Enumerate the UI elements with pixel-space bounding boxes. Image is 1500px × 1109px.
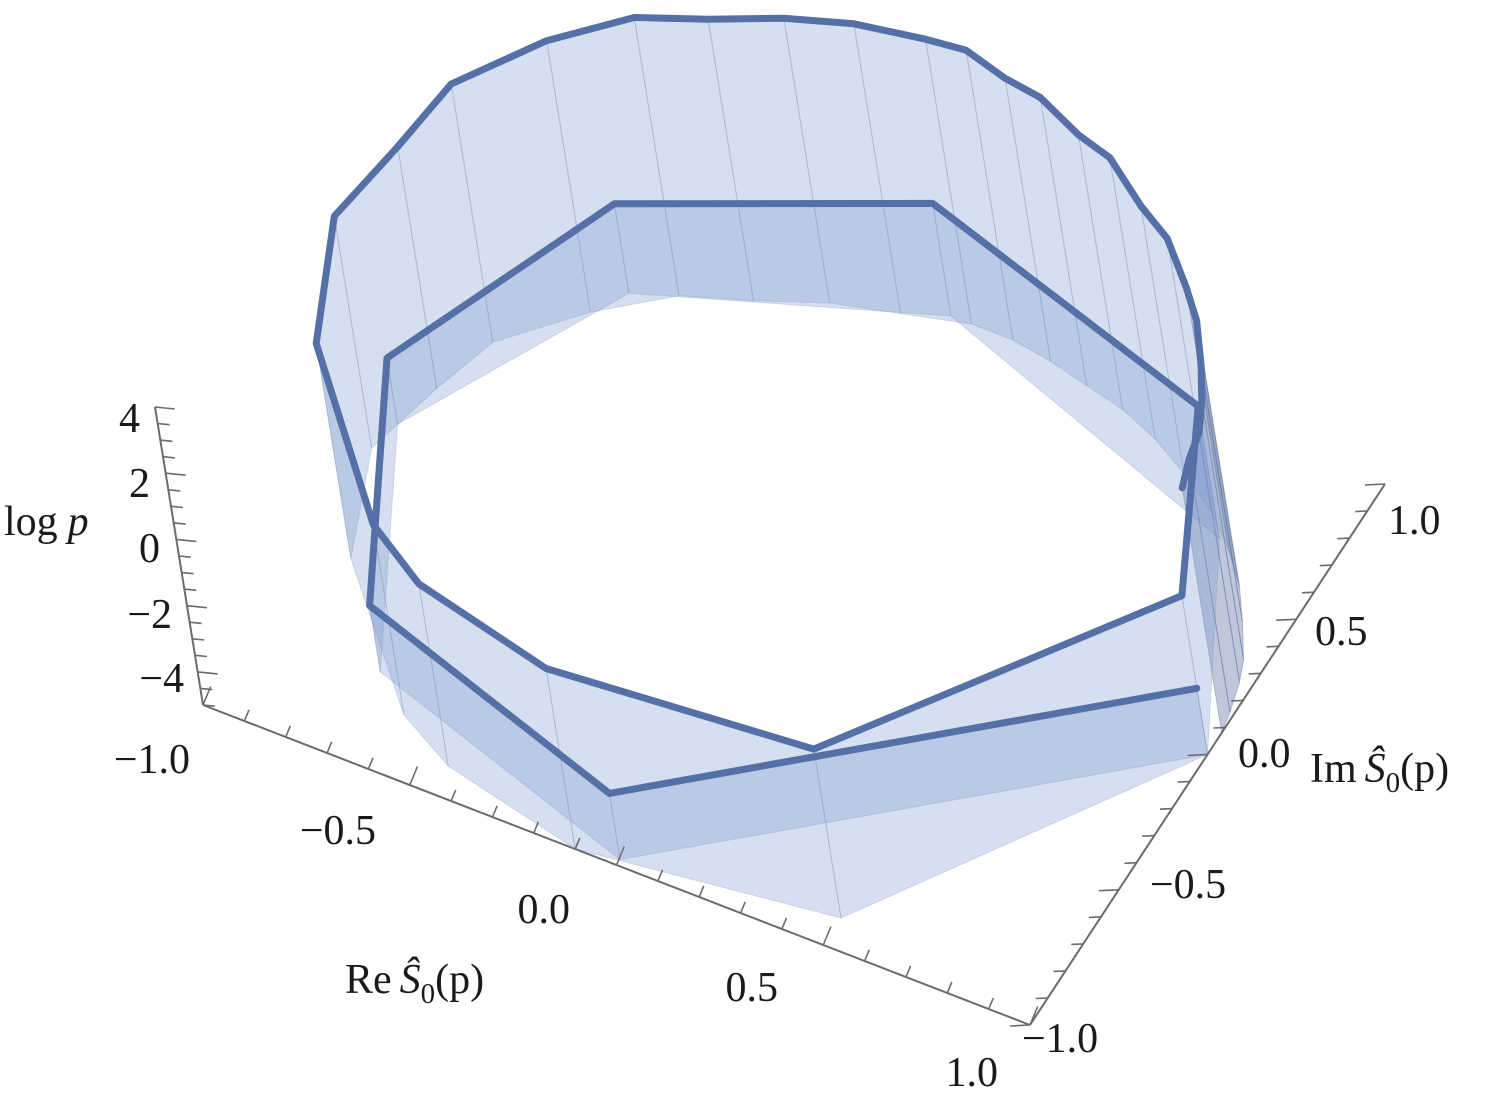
- x-axis-tick: [243, 709, 250, 722]
- y-axis-tick: [1035, 997, 1048, 1000]
- x-axis-tick: [781, 917, 788, 930]
- x-axis-tick: [657, 869, 664, 882]
- y-axis-tick: [1009, 1024, 1031, 1027]
- y-axis-tick: [1187, 753, 1208, 757]
- series-line: [312, 14, 1206, 797]
- curve-fill-walls: [315, 16, 1245, 919]
- z-axis-tick: [194, 654, 207, 658]
- x-axis-title: Re Ŝ0(p): [345, 956, 484, 1010]
- y-axis-tick: [1142, 834, 1155, 837]
- x-tick-label: 0.0: [518, 887, 571, 933]
- x-axis-tick: [491, 805, 498, 818]
- y-axis-tick: [1276, 618, 1297, 621]
- z-axis-tick: [160, 439, 173, 443]
- y-axis-tick: [1230, 699, 1244, 702]
- y-axis-tick: [1301, 591, 1315, 594]
- y-tick-label: 1.0: [1388, 498, 1441, 544]
- z-axis-tick: [165, 472, 186, 476]
- x-axis-tick: [905, 965, 912, 978]
- x-axis-tick: [367, 757, 374, 770]
- y-axis-tick: [1355, 510, 1368, 513]
- x-axis-tick: [574, 837, 581, 850]
- x-tick-label: −1.0: [114, 737, 190, 783]
- x-axis-tick: [409, 766, 419, 786]
- x-axis-tick: [822, 926, 832, 946]
- y-tick-label: −1.0: [1022, 1016, 1098, 1062]
- z-tick-label: −4: [139, 656, 184, 702]
- x-tick-label: 0.5: [726, 965, 779, 1011]
- z-tick-label: −2: [127, 592, 172, 638]
- y-axis-tick: [1213, 726, 1226, 729]
- y-axis-tick: [1159, 807, 1173, 810]
- y-axis-tick: [1337, 537, 1350, 540]
- z-axis-tick: [197, 671, 218, 675]
- x-axis-tick: [739, 901, 746, 914]
- x-tick-label: −0.5: [300, 808, 376, 854]
- axis-ticks: [154, 406, 1386, 1027]
- x-axis-tick: [987, 997, 995, 1010]
- z-axis-tick: [200, 687, 213, 691]
- x-axis-tick: [533, 821, 540, 834]
- y-axis-tick: [1364, 483, 1386, 486]
- z-axis-tick: [186, 604, 207, 609]
- y-axis-tick: [1319, 564, 1332, 567]
- x-axis-tick: [946, 981, 953, 994]
- y-axis-tick: [1177, 780, 1190, 783]
- z-axis-tick: [184, 588, 197, 592]
- z-axis-tick: [202, 704, 215, 707]
- y-axis-tick: [1124, 861, 1137, 865]
- y-axis-tick: [1088, 916, 1102, 919]
- z-tick-label: 2: [129, 461, 150, 507]
- z-axis-tick: [189, 621, 202, 625]
- z-axis-tick: [173, 522, 186, 525]
- y-axis-tick: [1071, 943, 1084, 946]
- axes: [154, 406, 1386, 1027]
- y-axis-tick: [1098, 889, 1119, 892]
- x-axis-tick: [284, 725, 292, 738]
- x-axis-tick: [698, 885, 705, 898]
- x-axis-tick: [326, 741, 333, 754]
- y-tick-label: 0.0: [1238, 731, 1291, 777]
- z-axis-tick: [170, 505, 183, 509]
- y-tick-label: 0.5: [1315, 609, 1368, 655]
- y-axis-tick: [1053, 970, 1066, 973]
- x-axis-tick: [450, 789, 457, 802]
- z-tick-label: 4: [119, 396, 140, 442]
- curve-lines: [312, 14, 1206, 797]
- y-axis-title: Im Ŝ0(p): [1310, 745, 1449, 799]
- z-axis-tick: [157, 422, 170, 426]
- z-axis-tick: [181, 571, 194, 575]
- z-axis-tick: [178, 555, 191, 558]
- tick-labels: 4 2 0 −2 −4 −1.0 −0.5 0.0 0.5 1.0 −1.0 −…: [114, 396, 1441, 1096]
- y-axis-tick: [1266, 645, 1279, 648]
- z-axis-tick: [192, 638, 205, 641]
- z-axis-tick: [154, 406, 175, 410]
- x-tick-label: 1.0: [946, 1050, 999, 1096]
- y-axis-tick: [1248, 672, 1261, 675]
- x-axis-tick: [615, 846, 625, 866]
- y-tick-label: −0.5: [1150, 862, 1226, 908]
- x-axis-tick: [1029, 1006, 1039, 1026]
- z-tick-label: 0: [139, 526, 160, 572]
- z-axis-tick: [168, 489, 181, 492]
- z-axis-title: log p: [4, 499, 89, 545]
- x-axis-tick: [863, 949, 870, 962]
- z-axis-tick: [162, 455, 175, 459]
- z-axis-tick: [176, 538, 197, 543]
